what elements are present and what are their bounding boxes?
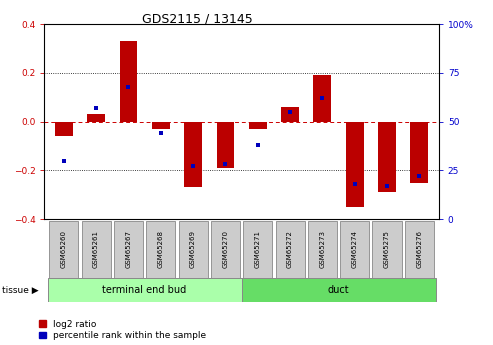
Bar [184,122,202,187]
Point [351,181,359,187]
Text: GSM65271: GSM65271 [255,230,261,268]
Bar [405,221,434,278]
Bar [308,221,337,278]
Text: GDS2115 / 13145: GDS2115 / 13145 [142,12,252,25]
Text: tissue ▶: tissue ▶ [2,286,39,295]
Text: GSM65270: GSM65270 [222,230,228,268]
Point [286,109,294,115]
Text: GSM65269: GSM65269 [190,230,196,268]
Text: GSM65274: GSM65274 [352,230,358,268]
Bar [87,114,105,122]
Text: GSM65272: GSM65272 [287,230,293,268]
Point [124,84,132,89]
Bar [346,122,364,207]
Bar [114,221,143,278]
Bar [276,221,305,278]
Bar [373,221,402,278]
Bar [211,221,240,278]
Bar [81,221,110,278]
Bar [378,122,396,192]
Bar [314,75,331,122]
Point [254,142,262,148]
Bar [281,107,299,122]
Text: GSM65273: GSM65273 [319,230,325,268]
Bar [178,221,208,278]
Point [157,130,165,136]
Text: duct: duct [328,285,350,295]
Bar [55,122,72,136]
Point [383,183,391,189]
Bar [249,122,267,129]
Point [189,164,197,169]
Bar [340,221,369,278]
Bar [243,221,272,278]
Bar [119,41,138,122]
Point [92,105,100,111]
Point [318,96,326,101]
Text: terminal end bud: terminal end bud [103,285,187,295]
Bar [411,122,428,183]
Point [60,158,68,164]
Text: GSM65260: GSM65260 [61,230,67,268]
Text: GSM65268: GSM65268 [158,230,164,268]
Bar [242,278,435,302]
Text: GSM65276: GSM65276 [417,230,423,268]
Point [221,162,229,167]
Bar [216,122,234,168]
Text: GSM65261: GSM65261 [93,230,99,268]
Legend: log2 ratio, percentile rank within the sample: log2 ratio, percentile rank within the s… [39,320,207,341]
Bar [49,221,78,278]
Text: GSM65275: GSM65275 [384,230,390,268]
Point [416,174,423,179]
Bar [146,221,176,278]
Text: GSM65267: GSM65267 [125,230,132,268]
Bar [48,278,242,302]
Bar [152,122,170,129]
